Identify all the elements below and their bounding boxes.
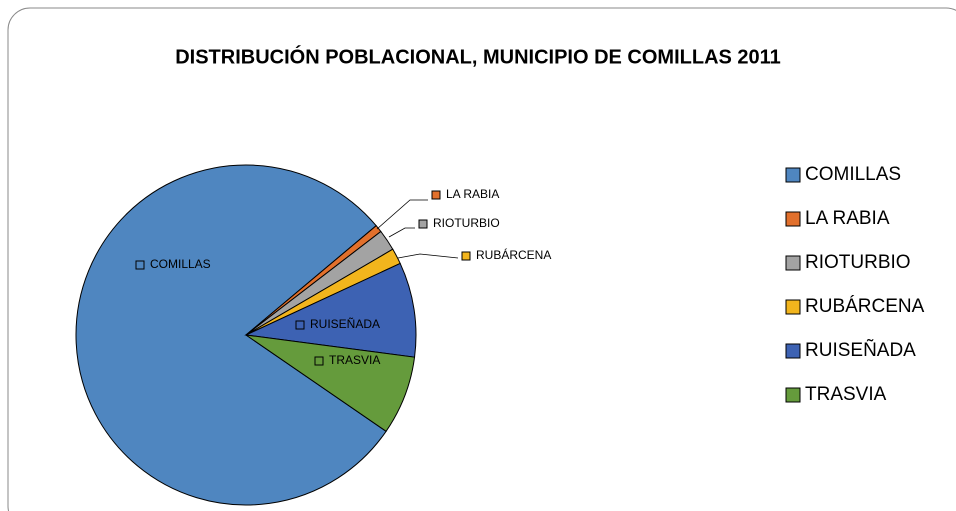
legend-key [785,343,801,359]
leader-line [388,227,415,238]
legend-label: RUBÁRCENA [805,296,925,317]
legend-label: RIOTURBIO [805,252,911,273]
data-label: RIOTURBIO [433,216,500,230]
data-label: TRASVIA [329,353,380,367]
legend-key [785,255,801,271]
legend-label: RUISEÑADA [805,339,916,361]
legend-key [785,167,801,183]
data-label: RUISEÑADA [310,317,380,331]
leader-line [397,253,459,259]
legend-label: COMILLAS [805,164,901,185]
data-label: COMILLAS [150,257,211,271]
label-key [314,356,324,366]
label-key [295,320,305,330]
label-key [431,190,441,200]
chart-title: DISTRIBUCIÓN POBLACIONAL, MUNICIPIO DE C… [175,44,781,68]
legend-key [785,387,801,403]
label-key [418,219,428,229]
leader-line [376,199,428,230]
legend-label: LA RABIA [805,208,890,229]
label-key [461,251,471,261]
legend-label: TRASVIA [805,384,887,405]
pie-slice [245,334,416,432]
pie-slice [244,262,417,358]
legend-key [785,211,801,227]
label-key [135,260,145,270]
pie-slice [75,164,387,506]
legend-key [785,299,801,315]
data-label: LA RABIA [446,187,499,201]
data-label: RUBÁRCENA [476,247,551,262]
